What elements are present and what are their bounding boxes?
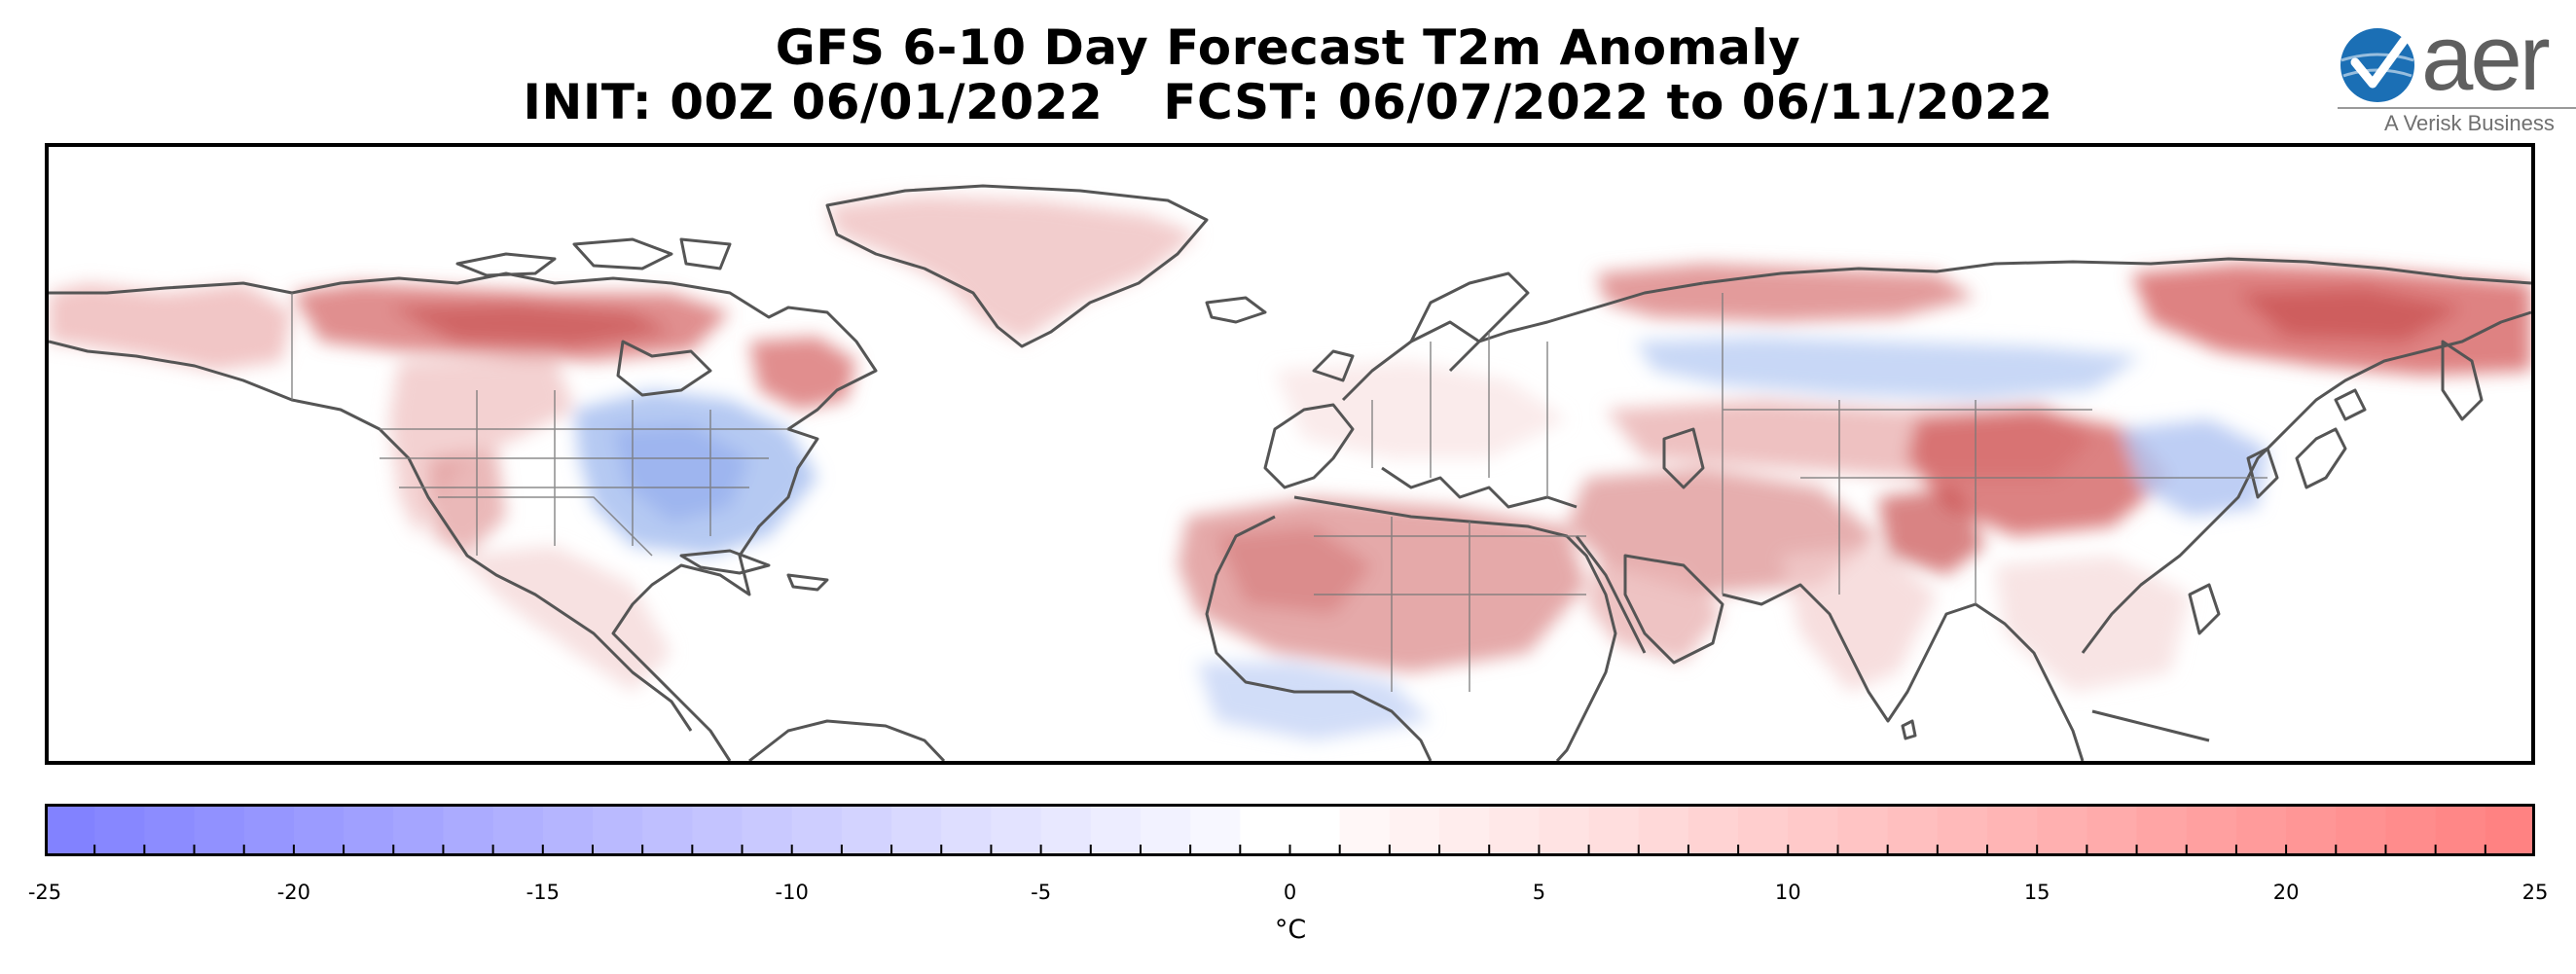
colorbar-bin: [1588, 804, 1640, 856]
colorbar-bin: [2336, 804, 2387, 856]
colorbar-bin: [2235, 804, 2287, 856]
colorbar-bin: [1040, 804, 1092, 856]
colorbar-bin: [393, 804, 445, 856]
colorbar: [45, 804, 2535, 856]
colorbar-tick-label: 15: [2023, 881, 2050, 904]
asia-outline: [1702, 257, 2531, 285]
forecast-period-label: FCST: 06/07/2022 to 06/11/2022: [1163, 74, 2053, 130]
colorbar-border: [45, 804, 2535, 856]
colorbar-bin: [2485, 804, 2535, 856]
anomaly-shading: [49, 196, 2531, 740]
colorbar-bin: [1240, 804, 1291, 856]
coastlines: [49, 184, 2531, 761]
colorbar-bin: [791, 804, 843, 856]
colorbar-tick-label: -25: [27, 881, 62, 904]
colorbar-bin: [1987, 804, 2038, 856]
anomaly-map: [45, 143, 2535, 765]
colorbar-bin: [293, 804, 345, 856]
colorbar-bin: [1837, 804, 1889, 856]
colorbar-bin: [2385, 804, 2437, 856]
north-america-outline: [49, 271, 878, 761]
greenland-outline: [825, 184, 1209, 348]
colorbar-unit-label: °C: [1274, 915, 1307, 945]
colorbar-bin: [243, 804, 295, 856]
colorbar-bin: [2286, 804, 2337, 856]
colorbar-bin: [1788, 804, 1839, 856]
colorbar-bin: [45, 804, 95, 856]
colorbar-bin: [1439, 804, 1490, 856]
colorbar-bin: [1687, 804, 1739, 856]
map-canvas: [49, 147, 2531, 761]
colorbar-bin: [94, 804, 145, 856]
colorbar-bin: [1738, 804, 1789, 856]
aer-globe-icon: [2340, 28, 2414, 102]
colorbar-bin: [592, 804, 643, 856]
colorbar-bin: [1090, 804, 1142, 856]
colorbar-bin: [1638, 804, 1689, 856]
colorbar-bin: [2186, 804, 2237, 856]
logo-wordmark: aer: [2421, 18, 2551, 110]
colorbar-bin: [144, 804, 196, 856]
colorbar-bin: [891, 804, 942, 856]
aer-logo: aer A Verisk Business: [2334, 18, 2576, 138]
logo-tagline: A Verisk Business: [2384, 111, 2555, 135]
colorbar-tick-label: 0: [1283, 881, 1297, 904]
colorbar-bin: [841, 804, 892, 856]
colorbar-tick-label: 5: [1532, 881, 1546, 904]
political-borders: [291, 293, 2268, 692]
colorbar-bin: [2086, 804, 2138, 856]
colorbar-bin: [1937, 804, 1988, 856]
colorbar-tick-label: -10: [775, 881, 809, 904]
colorbar-bin: [642, 804, 693, 856]
colorbar-bin: [2136, 804, 2188, 856]
colorbar-bin: [1389, 804, 1440, 856]
colorbar-tick-label: 25: [2522, 881, 2549, 904]
colorbar-bin: [1289, 804, 1341, 856]
colorbar-bin: [1140, 804, 1191, 856]
europe-outline: [1341, 281, 1704, 402]
colorbar-bin: [991, 804, 1042, 856]
colorbar-bin: [692, 804, 744, 856]
chart-subtitle: INIT: 00Z 06/01/2022 FCST: 06/07/2022 to …: [0, 74, 2576, 130]
colorbar-bin: [344, 804, 394, 856]
colorbar-tick-label: -5: [1031, 881, 1052, 904]
logo-divider: [2338, 107, 2576, 109]
colorbar-bin: [194, 804, 245, 856]
colorbar-bin: [2435, 804, 2486, 856]
africa-outline: [1205, 515, 1433, 761]
colorbar-bin: [1339, 804, 1391, 856]
colorbar-bin: [2037, 804, 2087, 856]
colorbar-tick-label: -15: [526, 881, 560, 904]
colorbar-bin: [542, 804, 594, 856]
chart-title: GFS 6-10 Day Forecast T2m Anomaly: [775, 19, 1801, 76]
colorbar-bin: [1887, 804, 1939, 856]
colorbar-bin: [492, 804, 544, 856]
colorbar-bin: [742, 804, 793, 856]
colorbar-bin: [1489, 804, 1540, 856]
colorbar-tick-label: 20: [2272, 881, 2300, 904]
colorbar-bin: [941, 804, 993, 856]
init-time-label: INIT: 00Z 06/01/2022: [523, 74, 1104, 130]
colorbar-tick-label: -20: [276, 881, 311, 904]
colorbar-tick-label: 10: [1774, 881, 1801, 904]
colorbar-bin: [443, 804, 494, 856]
colorbar-bin: [1190, 804, 1241, 856]
colorbar-bin: [1539, 804, 1590, 856]
